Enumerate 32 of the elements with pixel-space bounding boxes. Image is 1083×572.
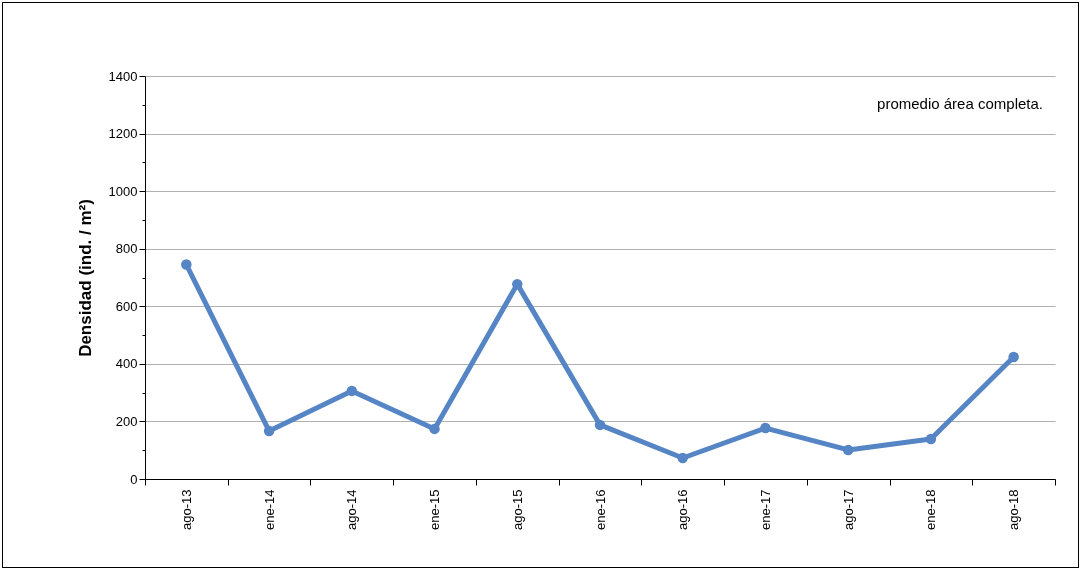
x-tick-label: ene-15: [427, 489, 443, 530]
annotation: promedio área completa.: [877, 95, 1043, 112]
x-tick-label: ago-13: [178, 489, 194, 530]
y-tick-label: 800: [115, 241, 138, 257]
y-tick-label: 600: [115, 298, 138, 314]
point: [346, 385, 358, 397]
y-tick-label: 200: [115, 413, 138, 429]
point: [263, 425, 275, 437]
y-tick-label: 0: [130, 471, 138, 487]
x-tick-label: ago-16: [675, 489, 691, 530]
y-tick-label: 400: [115, 356, 138, 372]
x-tick-label: ene-18: [923, 489, 939, 530]
point: [181, 259, 192, 270]
y-tick-label: 1400: [108, 68, 138, 84]
x-tick-label: ago-14: [344, 489, 360, 530]
point: [925, 433, 937, 445]
y-tick-label: 1200: [108, 126, 138, 142]
point: [512, 278, 523, 290]
x-tick-label: ago-18: [1006, 489, 1022, 530]
x-tick-label: ene-14: [261, 489, 277, 530]
x-tick-label: ene-17: [757, 489, 773, 530]
x-tick-label: ago-15: [509, 489, 525, 530]
y-tick-label: 1000: [108, 183, 138, 199]
point: [1008, 351, 1019, 363]
x-tick-label: ene-16: [592, 489, 608, 530]
point: [429, 423, 440, 435]
y-axis-title: Densidad (ind. / m²): [75, 199, 95, 357]
point: [594, 419, 606, 431]
point: [842, 444, 854, 456]
x-tick-label: ago-17: [840, 489, 856, 530]
point: [760, 422, 771, 434]
point: [677, 452, 688, 464]
